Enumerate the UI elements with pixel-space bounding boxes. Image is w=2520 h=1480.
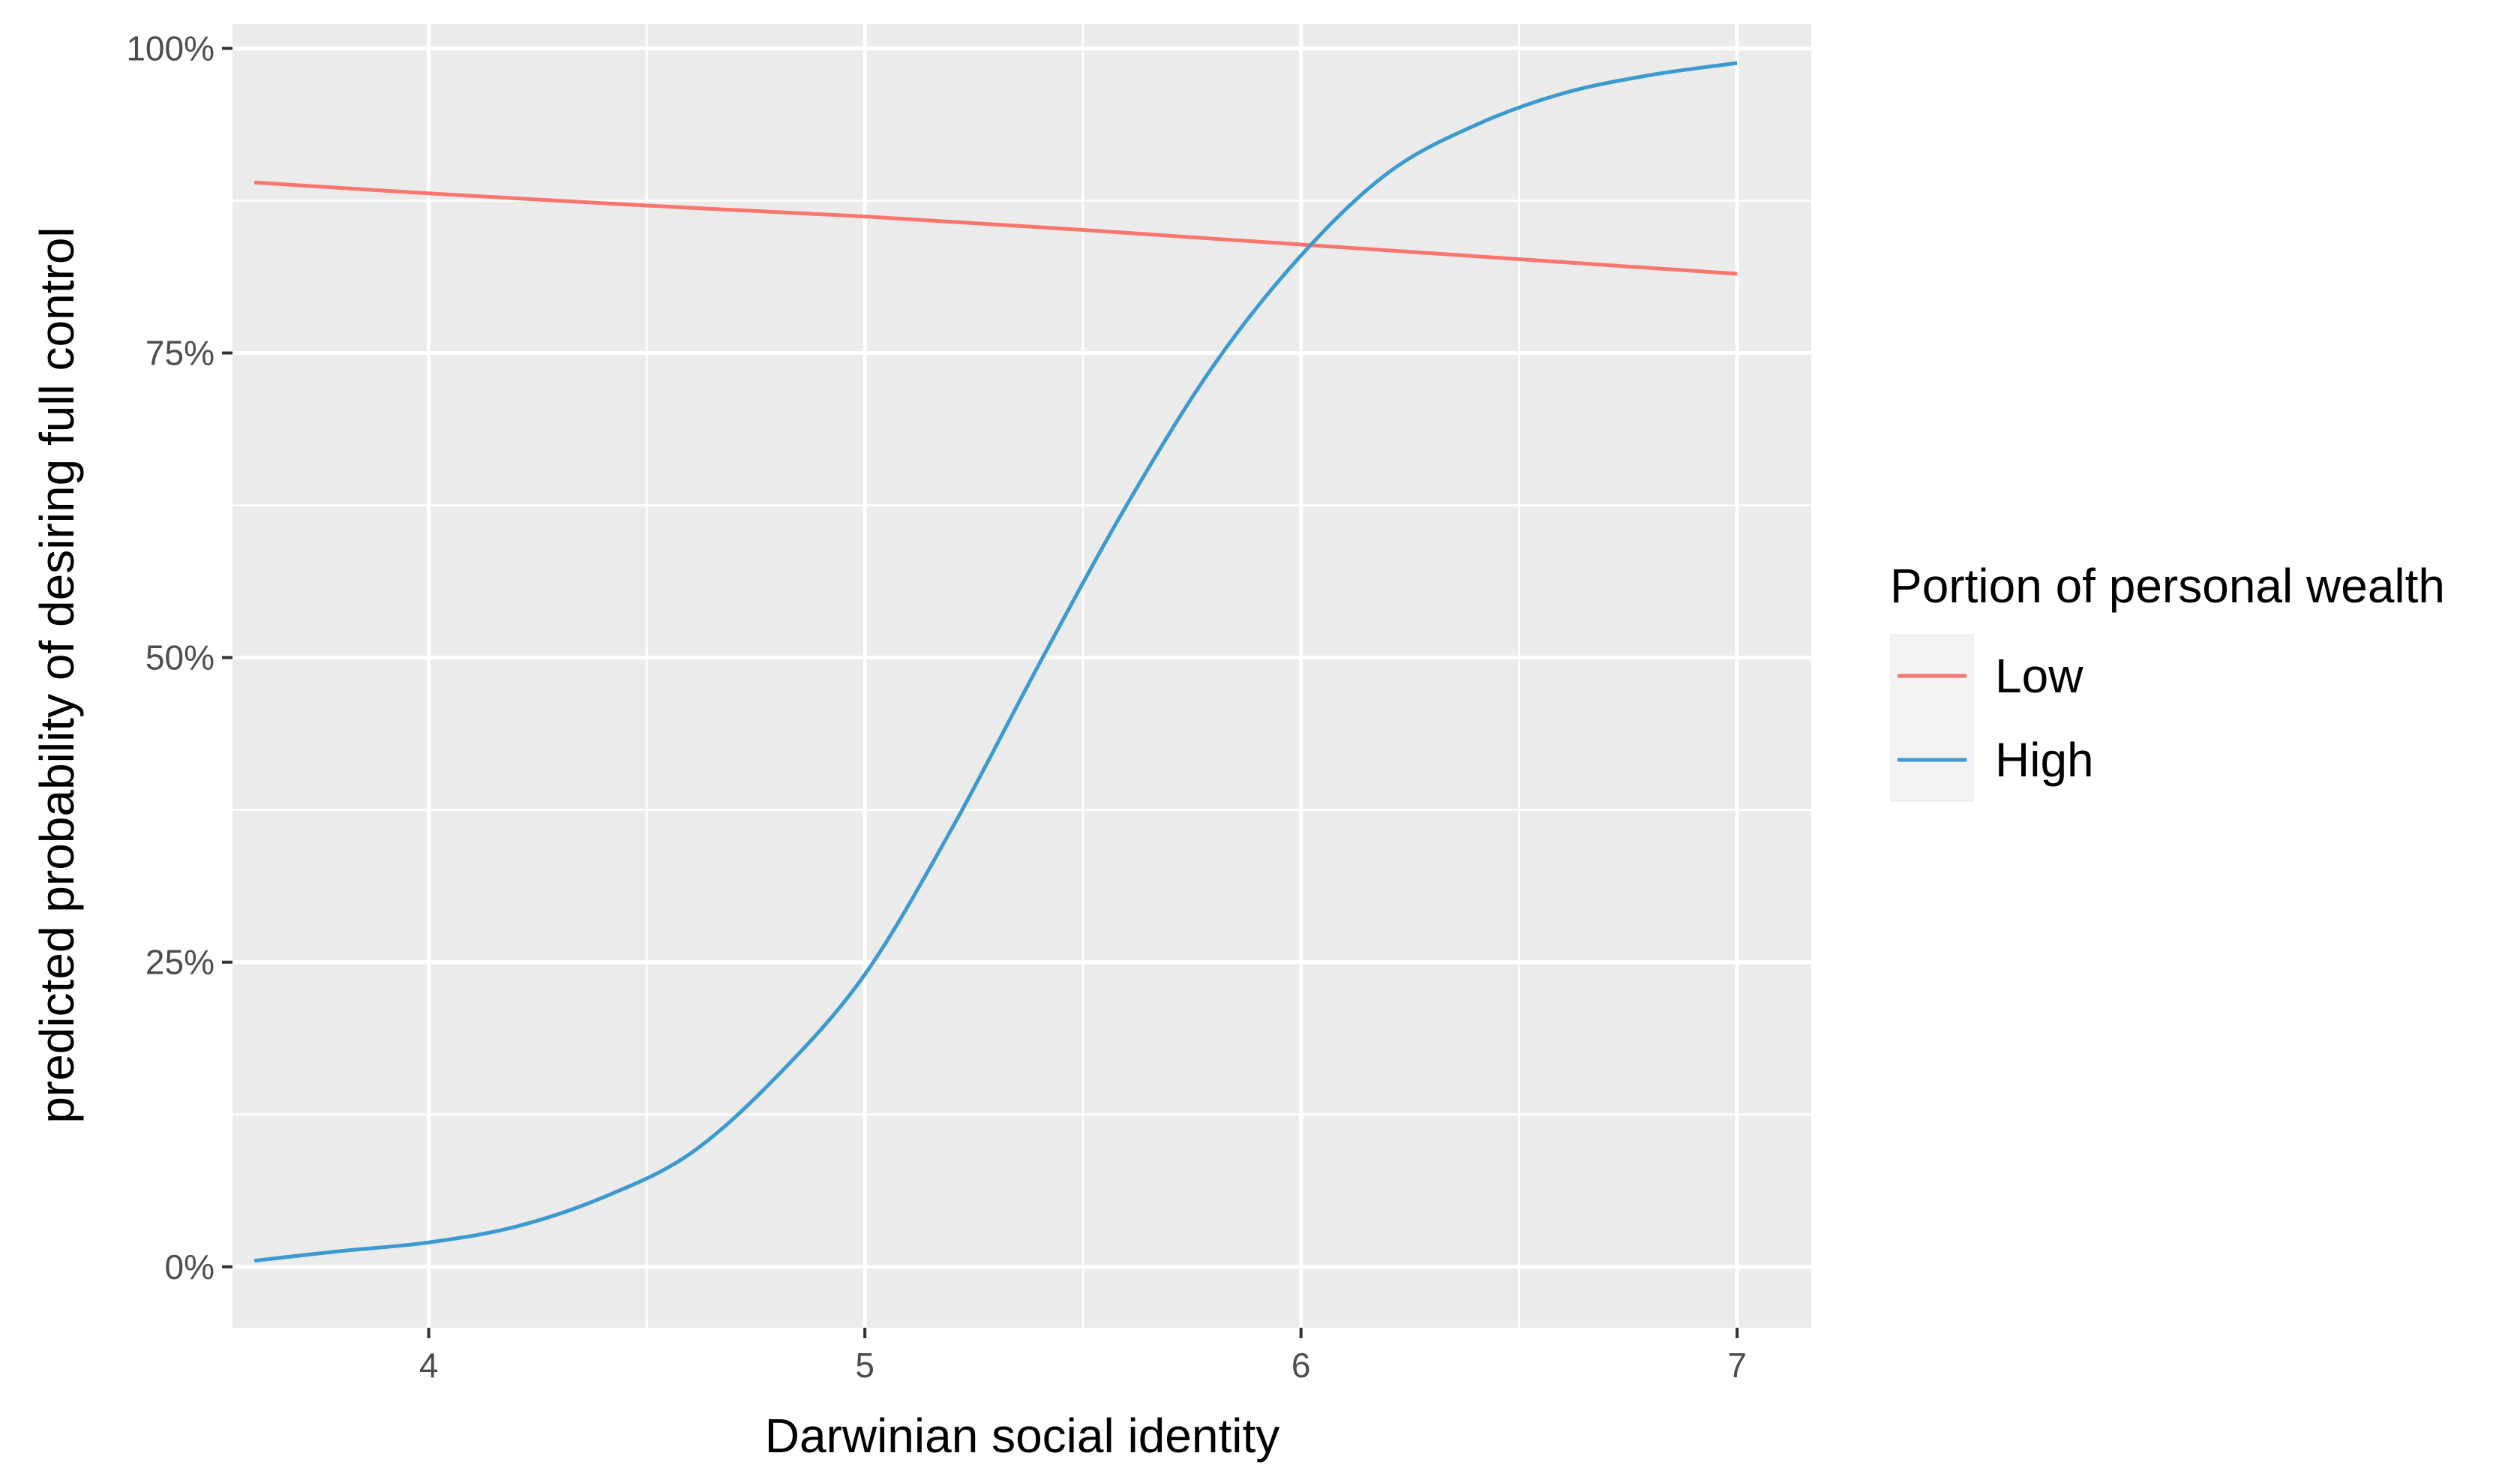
grid-minor bbox=[232, 24, 1811, 1328]
y-tick-label: 100% bbox=[126, 29, 214, 68]
y-tick-label: 50% bbox=[146, 638, 214, 677]
series-line-low bbox=[254, 180, 1738, 276]
x-axis: 4 5 6 7 bbox=[419, 1328, 1747, 1385]
legend: Portion of personal wealth Low High bbox=[1890, 559, 2445, 802]
legend-label-low: Low bbox=[1995, 649, 2084, 703]
y-tick-label: 0% bbox=[165, 1247, 214, 1286]
legend-title: Portion of personal wealth bbox=[1890, 559, 2445, 613]
x-tick-label: 6 bbox=[1292, 1346, 1311, 1385]
y-axis: 0% 25% 50% 75% 100% bbox=[126, 29, 232, 1286]
x-tick-label: 7 bbox=[1727, 1346, 1747, 1385]
x-tick-label: 4 bbox=[419, 1346, 439, 1385]
y-tick-label: 75% bbox=[146, 334, 214, 373]
y-axis-title: predicted probability of desiring full c… bbox=[30, 227, 84, 1123]
legend-items: Low High bbox=[1890, 634, 2094, 802]
grid-major bbox=[232, 24, 1811, 1328]
series-layer bbox=[254, 61, 1738, 1263]
x-axis-title: Darwinian social identity bbox=[765, 1409, 1280, 1463]
y-tick-label: 25% bbox=[146, 943, 214, 982]
x-tick-label: 5 bbox=[855, 1346, 874, 1385]
series-line-high bbox=[254, 61, 1738, 1263]
legend-label-high: High bbox=[1995, 733, 2094, 787]
panel-background bbox=[232, 24, 1811, 1328]
